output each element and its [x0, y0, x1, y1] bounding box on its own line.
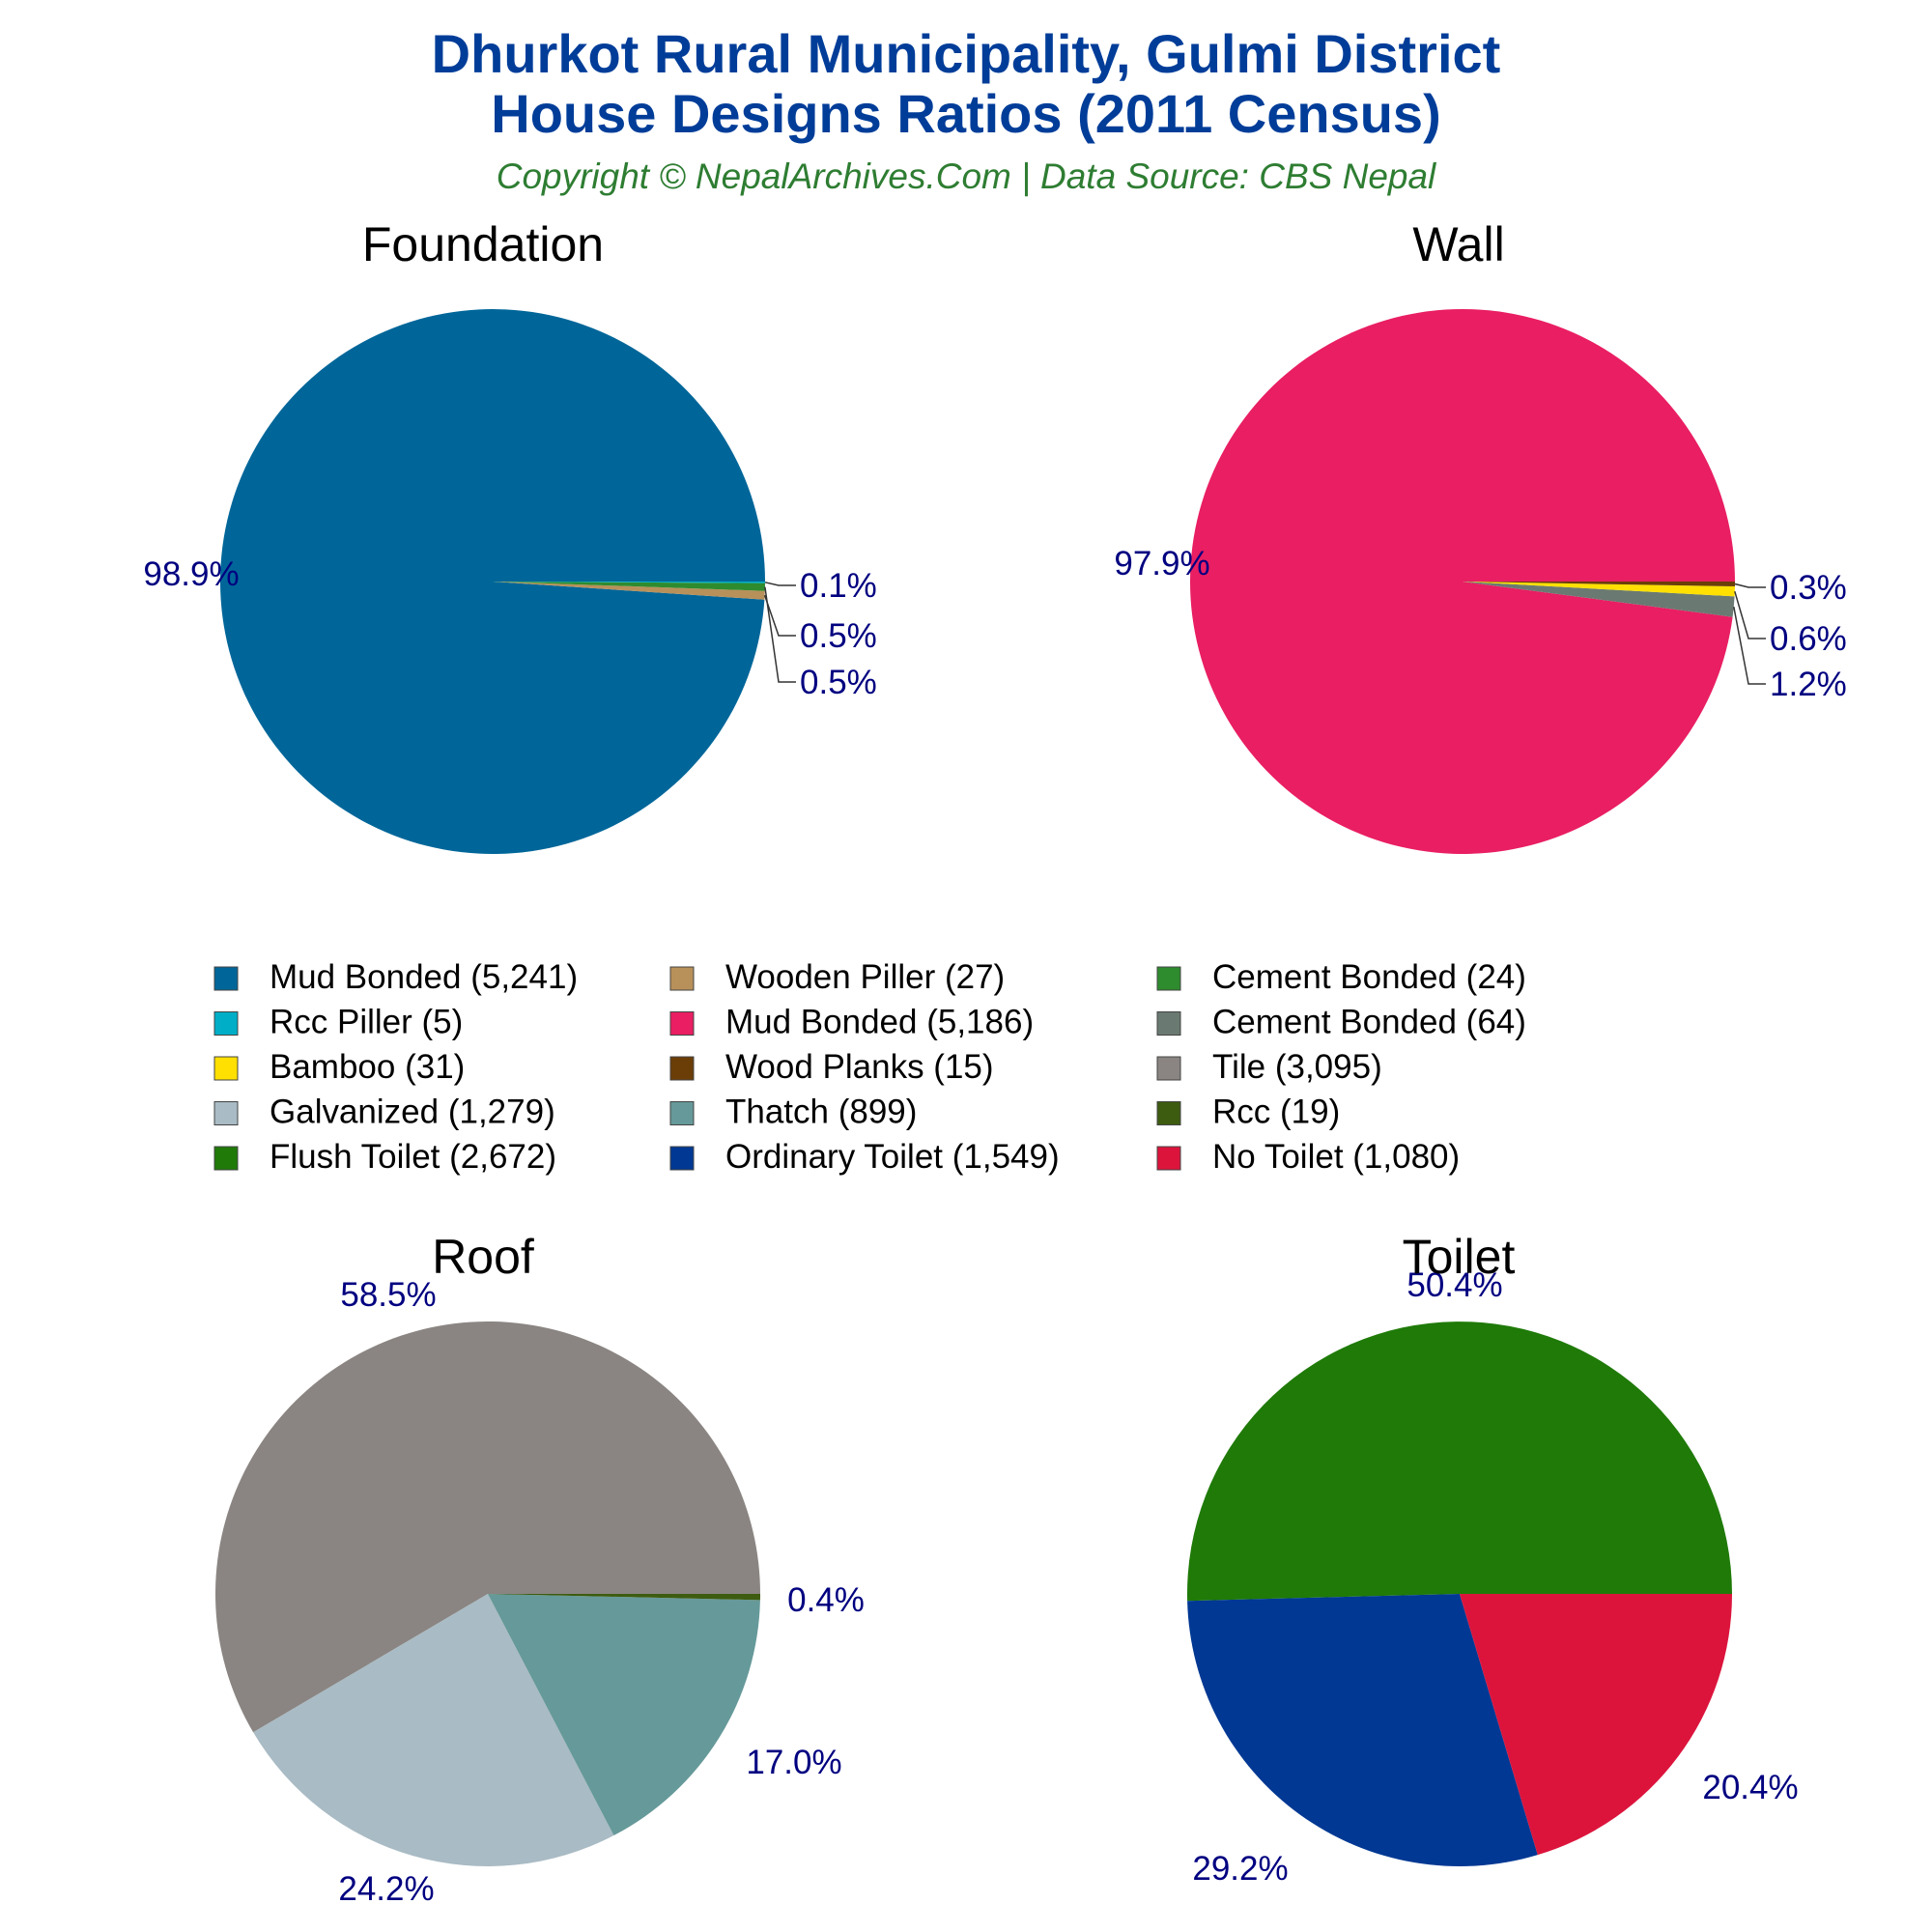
- pie-slice-bamboo: [1463, 582, 1735, 597]
- legend-label: Mud Bonded (5,186): [725, 1004, 1034, 1041]
- legend-item: Mud Bonded (5,241): [213, 958, 578, 996]
- pie-title: Roof: [432, 1230, 534, 1284]
- legend-item: Bamboo (31): [213, 1048, 465, 1086]
- chart-title-line1: Dhurkot Rural Municipality, Gulmi Distri…: [432, 23, 1501, 84]
- legend-swatch: [213, 1056, 239, 1081]
- legend-label: Cement Bonded (64): [1212, 1004, 1526, 1041]
- pie-title: Toilet: [1403, 1230, 1516, 1284]
- legend-label: Rcc (19): [1212, 1094, 1340, 1131]
- slice-percent-label: 0.3%: [1770, 569, 1847, 607]
- slice-percent-label: 0.6%: [1770, 620, 1847, 658]
- slice-percent-label: 0.4%: [787, 1581, 865, 1619]
- legend-swatch: [213, 1146, 239, 1171]
- slice-percent-label: 0.5%: [800, 664, 877, 701]
- legend-label: Wood Planks (15): [725, 1048, 994, 1086]
- chart-title-line2: House Designs Ratios (2011 Census): [491, 83, 1440, 144]
- legend-swatch: [1156, 1011, 1181, 1036]
- slice-percent-label: 98.9%: [143, 555, 239, 593]
- legend-label: Galvanized (1,279): [270, 1094, 555, 1131]
- pie-slice-mud-bonded: [219, 309, 765, 855]
- legend-label: Cement Bonded (24): [1212, 958, 1526, 996]
- pie-0: 98.9% 0.5% 0.5% 0.1% Foundation: [143, 217, 877, 855]
- leader-line: [1734, 582, 1766, 588]
- legend-label: Mud Bonded (5,241): [270, 958, 578, 996]
- legend-item: Cement Bonded (64): [1156, 1004, 1526, 1041]
- pie-slice-wood-planks: [1463, 582, 1736, 587]
- legend-item: Ordinary Toilet (1,549): [669, 1138, 1060, 1176]
- leader-line: [763, 594, 796, 637]
- legend-swatch: [669, 1056, 695, 1081]
- pie-slice-rcc-piller: [493, 582, 766, 583]
- pie-slice-tile: [215, 1321, 761, 1733]
- slice-percent-label: 24.2%: [338, 1870, 434, 1908]
- legend-swatch: [669, 966, 695, 991]
- leader-line: [764, 586, 796, 683]
- pie-3: 50.4% 29.2% 20.4% Toilet: [1187, 1230, 1799, 1888]
- legend-swatch: [1156, 1101, 1181, 1125]
- pie-slice-wooden-piller: [493, 582, 765, 600]
- legend-swatch: [669, 1011, 695, 1036]
- legend-swatch: [669, 1146, 695, 1171]
- legend-item: Thatch (899): [669, 1094, 917, 1131]
- legend-item: Flush Toilet (2,672): [213, 1138, 556, 1176]
- slice-percent-label: 50.4%: [1406, 1266, 1502, 1304]
- legend-swatch: [1156, 1146, 1181, 1171]
- legend-swatch: [669, 1101, 695, 1125]
- legend-swatch: [213, 1011, 239, 1036]
- legend-item: Rcc (19): [1156, 1094, 1340, 1131]
- slice-percent-label: 1.2%: [1770, 666, 1847, 703]
- pie-slice-flush-toilet: [1187, 1321, 1732, 1602]
- legend-item: Tile (3,095): [1156, 1048, 1382, 1086]
- slice-percent-label: 0.1%: [800, 567, 877, 605]
- pie-slice-rcc: [488, 1594, 760, 1601]
- legend-swatch: [213, 966, 239, 991]
- pie-title: Wall: [1412, 217, 1504, 271]
- legend-item: Wooden Piller (27): [669, 958, 1005, 996]
- pie-slice-thatch: [488, 1594, 760, 1836]
- slice-percent-label: 97.9%: [1114, 545, 1209, 582]
- pie-slice-mud-bonded: [1189, 308, 1735, 854]
- chart-subtitle: Copyright © NepalArchives.Com | Data Sou…: [497, 156, 1437, 196]
- pie-2: 58.5% 24.2% 17.0% 0.4% Roof: [215, 1230, 865, 1908]
- legend-label: Bamboo (31): [270, 1048, 465, 1086]
- legend-item: Rcc Piller (5): [213, 1004, 463, 1041]
- legend-label: Flush Toilet (2,672): [270, 1138, 556, 1176]
- legend-label: No Toilet (1,080): [1212, 1138, 1460, 1176]
- pie-slice-cement-bonded: [1463, 582, 1735, 617]
- slice-percent-label: 29.2%: [1192, 1850, 1288, 1888]
- legend-item: Wood Planks (15): [669, 1048, 994, 1086]
- leader-line: [1734, 590, 1766, 639]
- pie-slice-galvanized: [253, 1594, 614, 1867]
- slice-percent-label: 58.5%: [340, 1276, 436, 1314]
- pie-charts: 98.9% 0.5% 0.5% 0.1% Foundation 97.9% 1.2% 0.6%…: [143, 217, 1846, 1908]
- pie-1: 97.9% 1.2% 0.6% 0.3% Wall: [1114, 217, 1847, 854]
- pie-slice-ordinary-toilet: [1187, 1594, 1538, 1867]
- legend-label: Tile (3,095): [1212, 1048, 1382, 1086]
- legend-swatch: [1156, 1056, 1181, 1081]
- legend-item: Cement Bonded (24): [1156, 958, 1526, 996]
- legend-item: Mud Bonded (5,186): [669, 1004, 1034, 1041]
- legend-label: Rcc Piller (5): [270, 1004, 463, 1041]
- leader-line: [764, 582, 796, 586]
- slice-percent-label: 20.4%: [1702, 1769, 1798, 1806]
- legend-swatch: [1156, 966, 1181, 991]
- legend: Mud Bonded (5,241) Wooden Piller (27) Ceme…: [213, 958, 1526, 1176]
- slice-percent-label: 0.5%: [800, 617, 877, 655]
- pie-slice-no-toilet: [1460, 1594, 1732, 1856]
- slice-percent-label: 17.0%: [746, 1744, 841, 1781]
- legend-label: Ordinary Toilet (1,549): [725, 1138, 1060, 1176]
- legend-label: Wooden Piller (27): [725, 958, 1005, 996]
- legend-swatch: [213, 1101, 239, 1125]
- pie-slice-cement-bonded: [493, 582, 765, 591]
- legend-item: Galvanized (1,279): [213, 1094, 555, 1131]
- leader-line: [1733, 606, 1766, 685]
- legend-label: Thatch (899): [725, 1094, 917, 1131]
- legend-item: No Toilet (1,080): [1156, 1138, 1460, 1176]
- pie-title: Foundation: [362, 217, 604, 271]
